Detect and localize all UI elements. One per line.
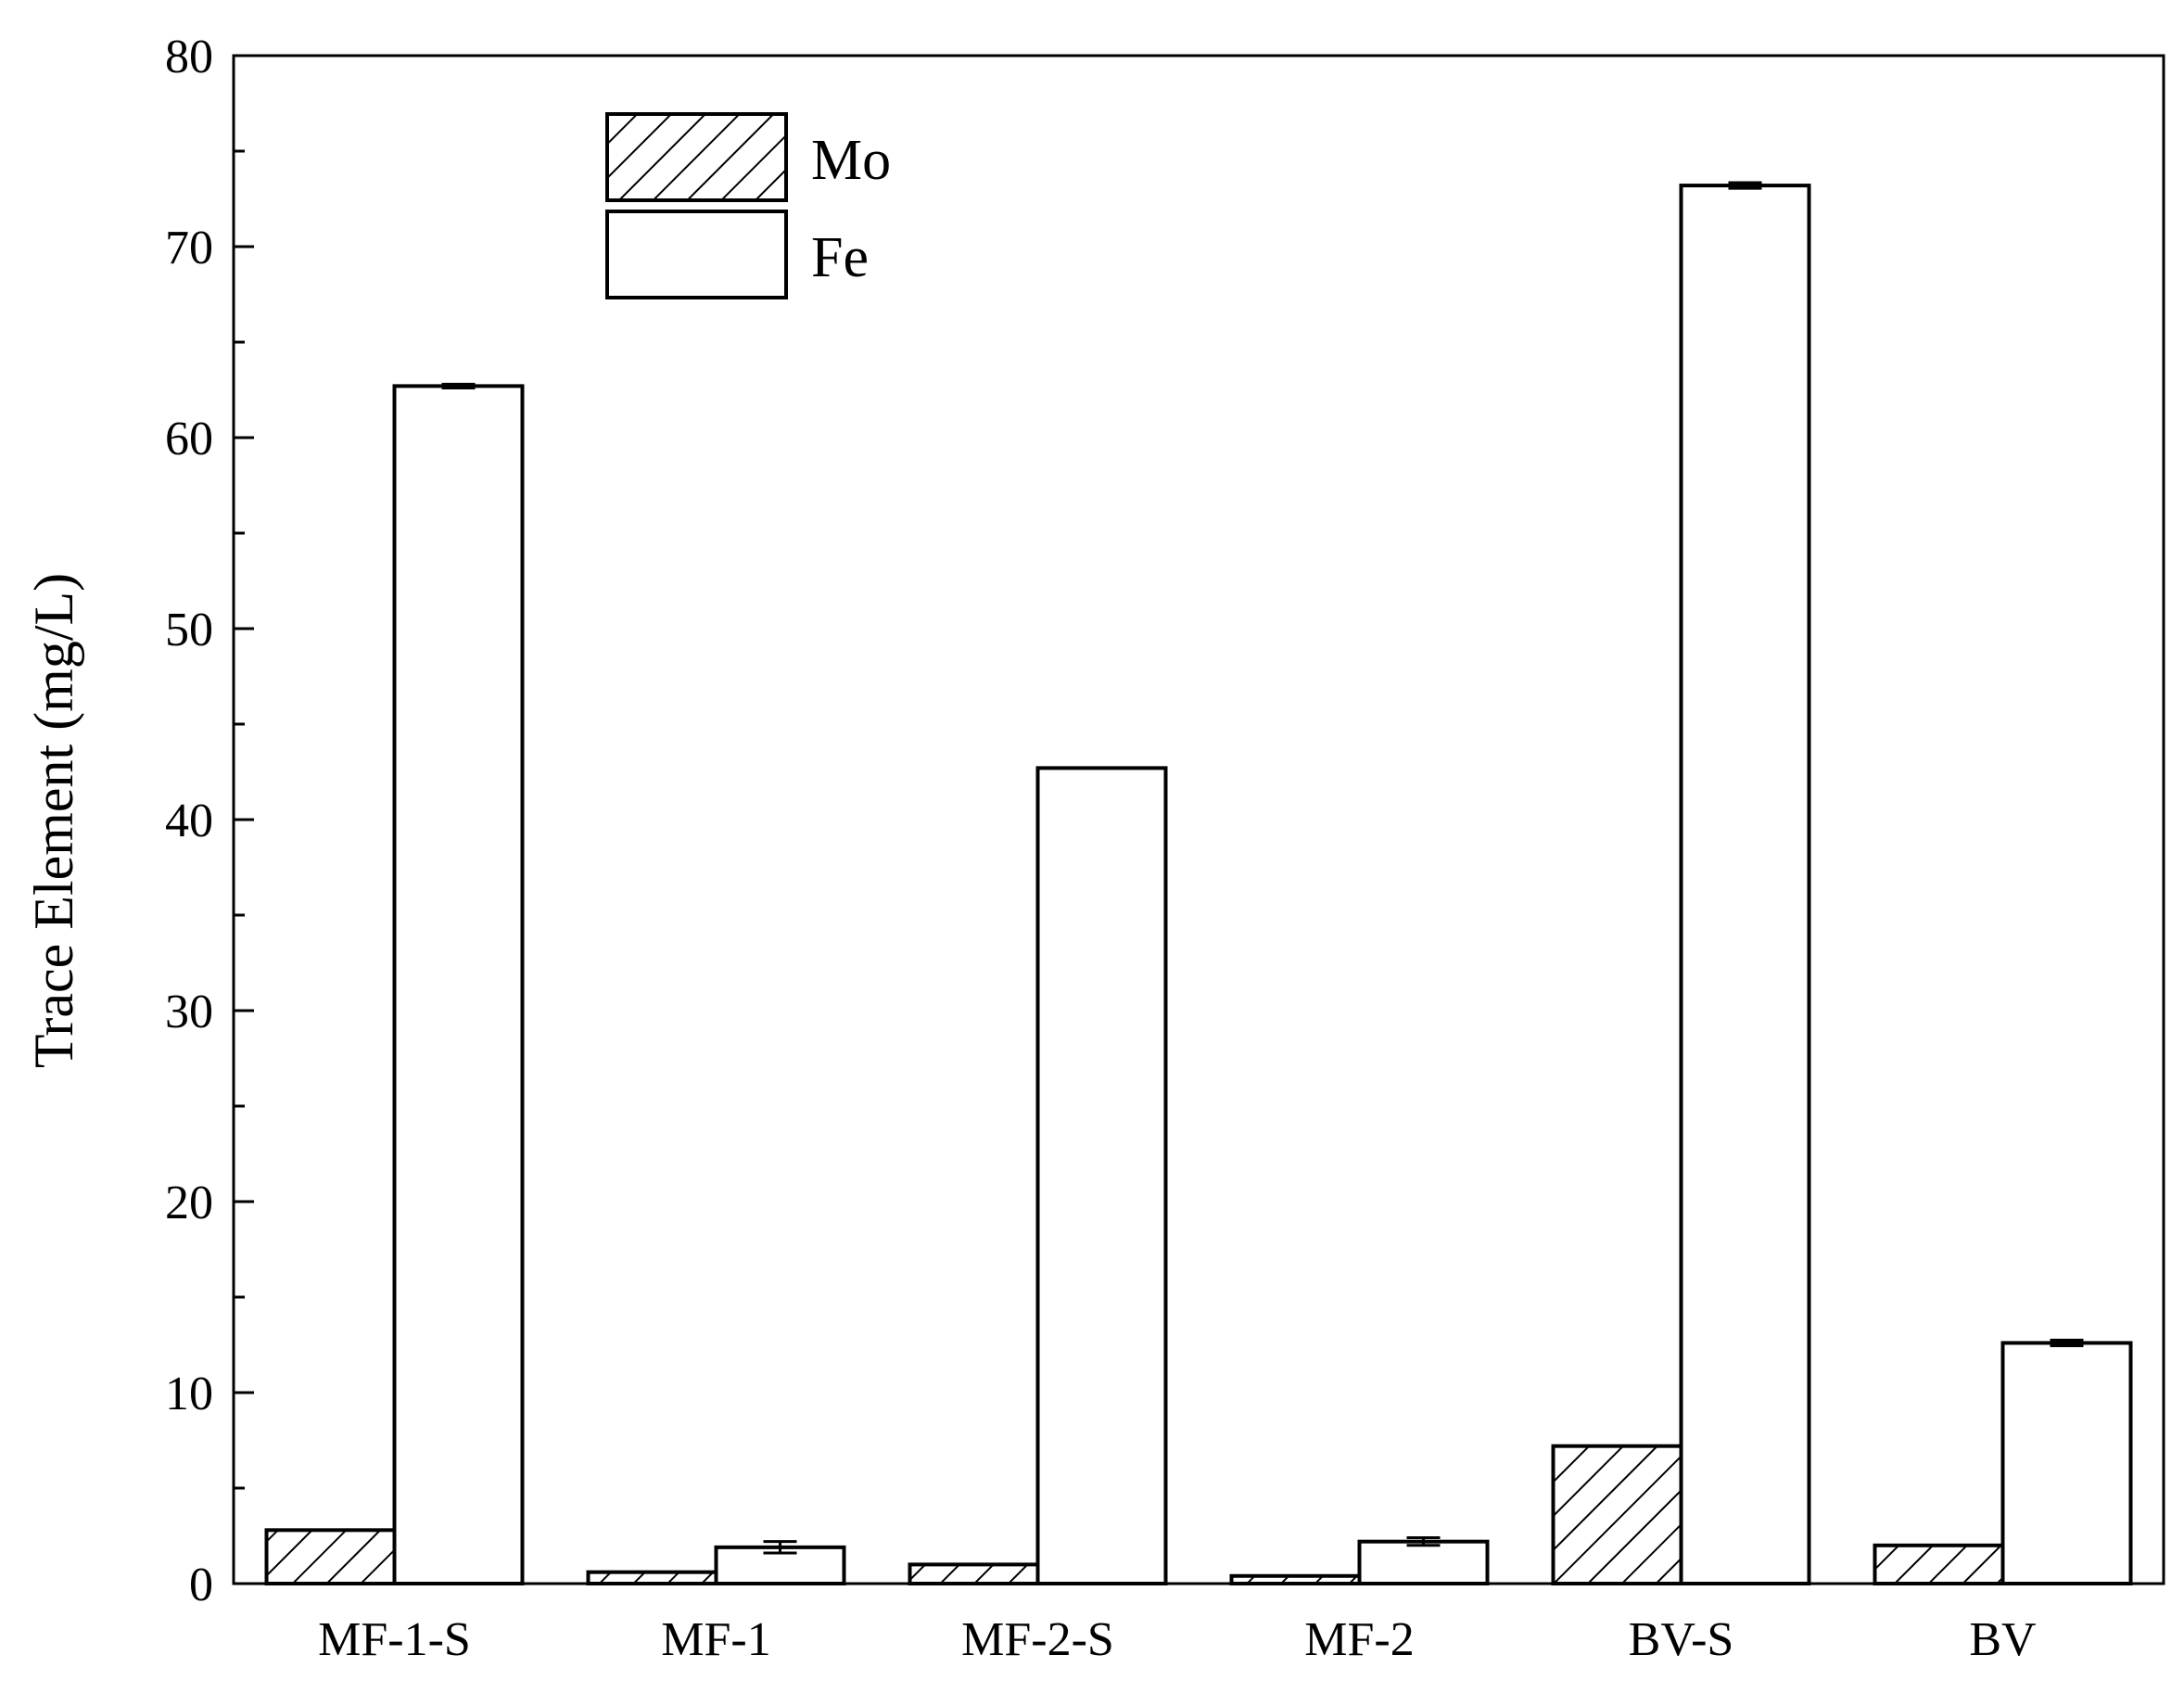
legend-swatch-fe <box>605 210 788 299</box>
y-tick-label: 20 <box>165 1177 213 1229</box>
bar-mo-bv <box>1873 1543 2005 1586</box>
legend-label-mo: Mo <box>811 129 891 192</box>
x-tick-label: MF-2 <box>1304 1613 1414 1666</box>
y-tick-label: 70 <box>165 222 213 274</box>
y-tick-label: 30 <box>165 986 213 1038</box>
y-tick-label: 0 <box>189 1559 213 1611</box>
bar-fe-bv-s <box>1679 184 1811 1586</box>
bar-mo-mf-2-s <box>908 1562 1040 1586</box>
plot-frame <box>232 54 2165 1585</box>
x-tick-label: MF-1 <box>661 1613 770 1666</box>
x-tick-label: BV <box>1969 1613 2036 1666</box>
x-tick-label: BV-S <box>1629 1613 1734 1666</box>
legend-swatch-mo <box>605 112 788 202</box>
y-tick-label: 50 <box>165 604 213 656</box>
bar-mo-bv-s <box>1551 1444 1683 1586</box>
bar-mo-mf-1 <box>586 1570 718 1586</box>
x-tick-label: MF-2-S <box>961 1613 1114 1666</box>
y-tick-label: 60 <box>165 413 213 465</box>
y-tick-label: 40 <box>165 795 213 847</box>
y-tick-label: 10 <box>165 1368 213 1420</box>
y-tick-label: 80 <box>165 31 213 83</box>
y-axis-ticks: 0 10 20 30 40 50 60 70 80 <box>165 31 254 1611</box>
bar-fe-mf-2-s <box>1035 766 1168 1585</box>
y-axis-title: Trace Element (mg/L) <box>23 573 84 1068</box>
x-axis-labels: MF-1-S MF-1 MF-2-S MF-2 BV-S BV <box>318 1563 2037 1666</box>
x-tick-label: MF-1-S <box>318 1613 471 1666</box>
bars-layer <box>264 184 2133 1586</box>
bar-fe-bv <box>2000 1341 2133 1585</box>
legend-label-fe: Fe <box>811 226 869 289</box>
bar-fe-mf-2 <box>1357 1539 1490 1586</box>
legend: Mo Fe <box>605 112 891 299</box>
error-bars-layer <box>441 181 2084 1555</box>
bar-fe-mf-1-s <box>392 384 525 1585</box>
bar-mo-mf-1-s <box>264 1528 397 1585</box>
